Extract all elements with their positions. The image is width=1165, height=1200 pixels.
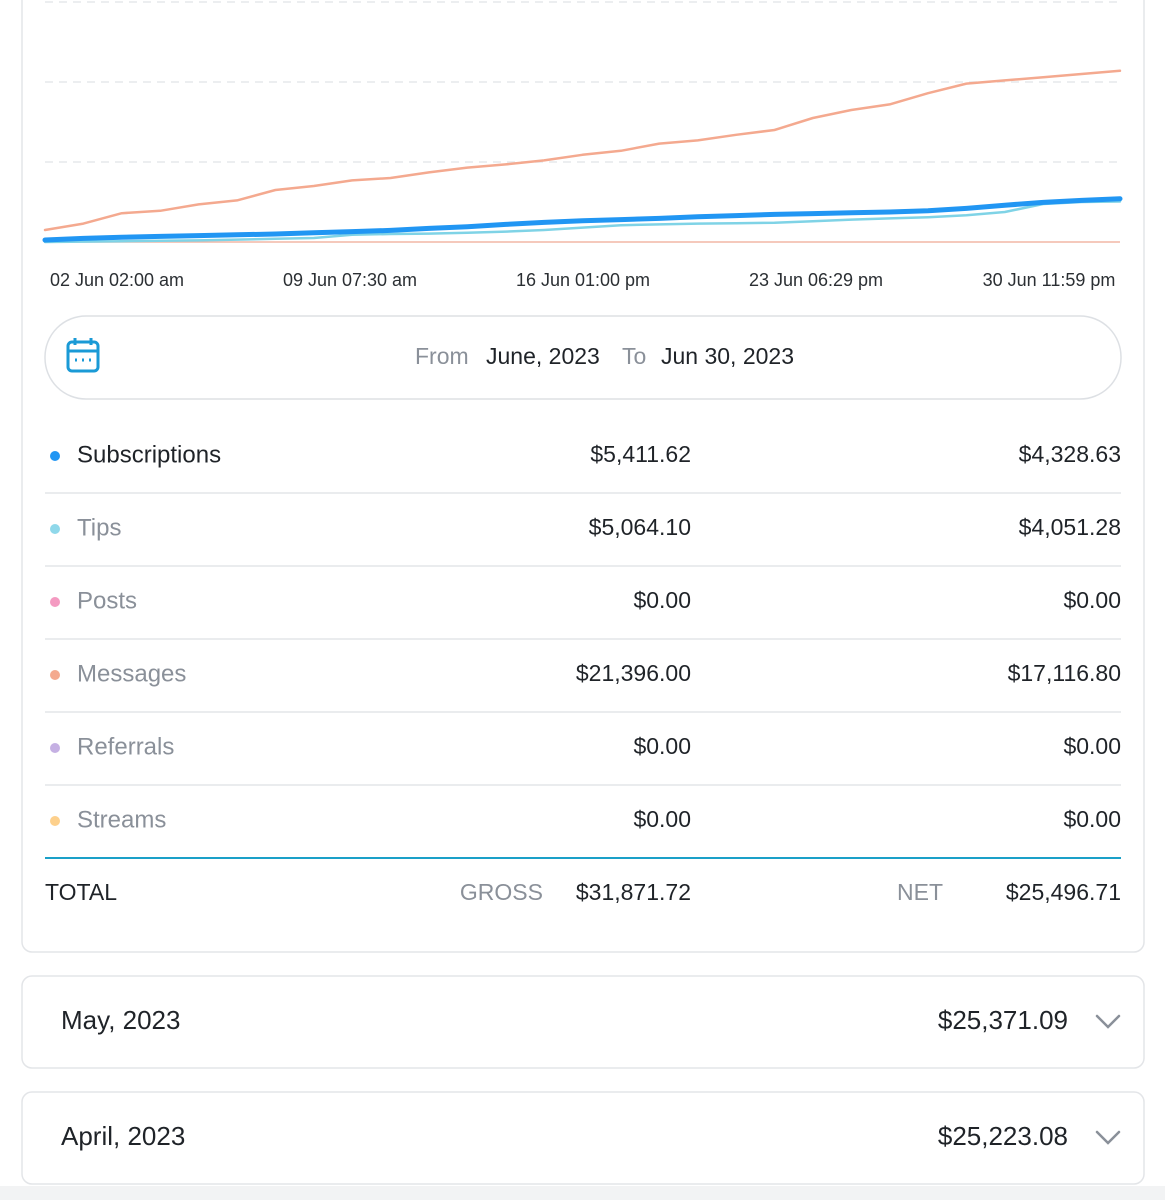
- row-net: $0.00: [1063, 733, 1121, 759]
- row-net: $4,328.63: [1019, 441, 1121, 467]
- month-name: April, 2023: [61, 1121, 185, 1151]
- legend-dot: [50, 524, 60, 534]
- to-label: To: [622, 343, 646, 369]
- net-label: NET: [897, 879, 943, 905]
- row-gross: $0.00: [633, 587, 691, 613]
- date-range-picker[interactable]: [44, 315, 1122, 400]
- statistics-card: [21, 0, 1145, 953]
- series-line: [42, 196, 1123, 243]
- row-net: $0.00: [1063, 587, 1121, 613]
- legend-dot: [50, 451, 60, 461]
- series-line: [43, 200, 1122, 244]
- row-gross: $0.00: [633, 806, 691, 832]
- month-amount: $25,371.09: [938, 1005, 1068, 1035]
- row-name: Posts: [77, 587, 137, 614]
- legend-dot: [50, 743, 60, 753]
- from-date: June, 2023: [486, 343, 600, 369]
- legend-dot: [50, 597, 60, 607]
- expand-chevron[interactable]: [1095, 1130, 1121, 1145]
- total-label: TOTAL: [45, 879, 117, 905]
- legend-dot: [50, 816, 60, 826]
- expand-chevron[interactable]: [1095, 1014, 1121, 1029]
- total-gross: $31,871.72: [576, 879, 691, 905]
- x-tick-label: 16 Jun 01:00 pm: [516, 270, 650, 290]
- total-net: $25,496.71: [1006, 879, 1121, 905]
- from-label: From: [415, 343, 469, 369]
- x-tick-label: 30 Jun 11:59 pm: [983, 270, 1116, 290]
- row-net: $4,051.28: [1019, 514, 1121, 540]
- row-net: $0.00: [1063, 806, 1121, 832]
- month-card[interactable]: [21, 975, 1145, 1069]
- series-line: [43, 69, 1122, 232]
- row-gross: $21,396.00: [576, 660, 691, 686]
- month-amount: $25,223.08: [938, 1121, 1068, 1151]
- to-date: Jun 30, 2023: [661, 343, 794, 369]
- row-name: Streams: [77, 806, 166, 833]
- x-tick-label: 02 Jun 02:00 am: [50, 270, 184, 290]
- row-name: Subscriptions: [77, 441, 221, 468]
- x-tick-label: 09 Jun 07:30 am: [283, 270, 417, 290]
- x-tick-label: 23 Jun 06:29 pm: [749, 270, 883, 290]
- month-name: May, 2023: [61, 1005, 180, 1035]
- row-gross: $0.00: [633, 733, 691, 759]
- bottom-fade: [0, 1186, 1165, 1200]
- row-gross: $5,064.10: [589, 514, 691, 540]
- row-gross: $5,411.62: [590, 441, 691, 467]
- row-name: Tips: [77, 514, 121, 541]
- gross-label: GROSS: [460, 879, 543, 905]
- month-card[interactable]: [21, 1091, 1145, 1185]
- row-name: Messages: [77, 660, 186, 687]
- row-name: Referrals: [77, 733, 174, 760]
- row-net: $17,116.80: [1008, 660, 1121, 686]
- legend-dot: [50, 670, 60, 680]
- calendar-icon[interactable]: [66, 338, 100, 373]
